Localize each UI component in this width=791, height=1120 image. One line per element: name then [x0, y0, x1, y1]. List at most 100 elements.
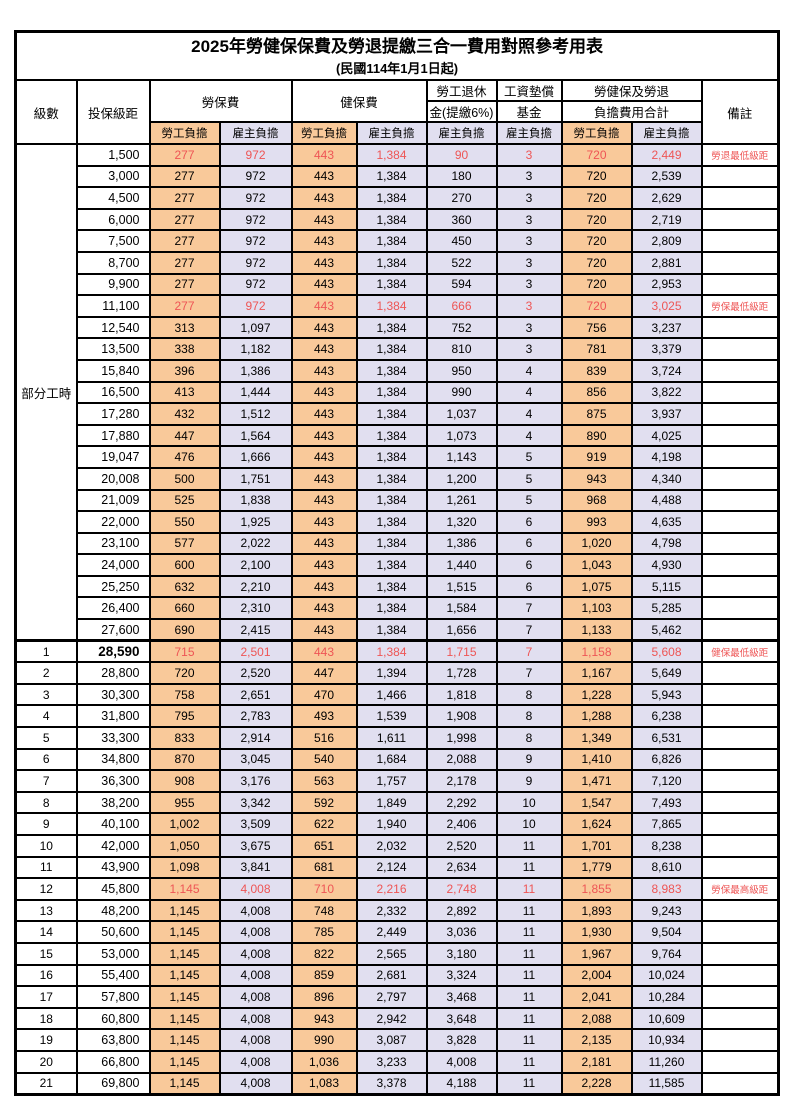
value-cell: 2,539 [630, 164, 703, 189]
remark-cell [700, 531, 780, 556]
value-cell: 1,838 [218, 488, 293, 513]
bracket-cell: 3,000 [75, 164, 151, 189]
value-cell: 8 [495, 726, 563, 750]
value-cell: 11 [495, 877, 563, 901]
value-cell: 8 [495, 704, 563, 729]
table-row: 13 48,200 1,145 4,008 748 2,332 2,892 11 1,893 9,… [14, 898, 780, 923]
value-cell: 720 [560, 143, 633, 167]
value-cell: 1,967 [560, 941, 633, 966]
value-cell: 277 [148, 164, 221, 189]
level-cell: 1 [14, 639, 78, 664]
table-row: 26,400 660 2,310 443 1,384 1,584 7 1,103 5,285 [16, 596, 780, 621]
value-cell: 1,158 [560, 639, 633, 664]
level-cell: 18 [14, 1006, 78, 1031]
value-cell: 443 [290, 618, 358, 642]
value-cell: 720 [560, 294, 633, 318]
table-row: 6,000 277 972 443 1,384 360 3 720 2,719 [16, 207, 780, 232]
value-cell: 1,145 [148, 1071, 221, 1096]
bracket-cell: 17,280 [75, 402, 151, 426]
value-cell: 1,925 [218, 510, 293, 534]
value-cell: 4,008 [218, 1071, 293, 1096]
value-cell: 1,701 [560, 834, 633, 858]
value-cell: 9,243 [630, 898, 703, 923]
subheader-pension-employer: 雇主負擔 [425, 121, 498, 145]
value-cell: 3,378 [355, 1071, 428, 1096]
bracket-cell: 69,800 [75, 1071, 151, 1096]
value-cell: 2,332 [355, 898, 428, 923]
value-cell: 795 [148, 704, 221, 729]
remark-cell [700, 380, 780, 405]
value-cell: 1,145 [148, 963, 221, 988]
table-row: 8,700 277 972 443 1,384 522 3 720 2,881 [16, 250, 780, 275]
col-header-labor-insurance: 勞保費 [148, 79, 293, 123]
level-cell: 15 [14, 941, 78, 966]
remark-cell [700, 510, 780, 534]
level-cell: 19 [14, 1028, 78, 1052]
value-cell: 9 [495, 769, 563, 793]
value-cell: 2,783 [218, 704, 293, 729]
value-cell: 11 [495, 1049, 563, 1074]
value-cell: 5,943 [630, 682, 703, 707]
table-row: 3,000 277 972 443 1,384 180 3 720 2,539 [16, 164, 780, 189]
value-cell: 3,324 [425, 963, 498, 988]
remark-cell [700, 358, 780, 383]
remark-cell [700, 963, 780, 988]
table-row: 15 53,000 1,145 4,008 822 2,565 3,180 11 1,967 9,… [14, 941, 780, 966]
value-cell: 1,384 [355, 358, 428, 383]
value-cell: 1,471 [560, 769, 633, 793]
value-cell: 5 [495, 445, 563, 469]
bracket-cell: 11,100 [75, 294, 151, 318]
col-header-pension-line1: 勞工退休 [425, 79, 498, 102]
value-cell: 972 [218, 164, 293, 189]
value-cell: 443 [290, 358, 358, 383]
value-cell: 890 [560, 423, 633, 448]
value-cell: 8,983 [630, 877, 703, 901]
value-cell: 9,504 [630, 920, 703, 944]
value-cell: 7,120 [630, 769, 703, 793]
value-cell: 313 [148, 315, 221, 340]
value-cell: 1,145 [148, 1028, 221, 1052]
value-cell: 3,937 [630, 402, 703, 426]
value-cell: 1,036 [290, 1049, 358, 1074]
value-cell: 9,764 [630, 941, 703, 966]
value-cell: 1,384 [355, 186, 428, 210]
remark-cell [700, 747, 780, 772]
value-cell: 2,449 [355, 920, 428, 944]
value-cell: 5,462 [630, 618, 703, 642]
value-cell: 443 [290, 250, 358, 275]
value-cell: 594 [425, 272, 498, 297]
bracket-cell: 6,000 [75, 207, 151, 232]
value-cell: 180 [425, 164, 498, 189]
value-cell: 1,083 [290, 1071, 358, 1096]
value-cell: 443 [290, 574, 358, 599]
value-cell: 666 [425, 294, 498, 318]
bracket-cell: 45,800 [75, 877, 151, 901]
bracket-cell: 20,008 [75, 466, 151, 491]
value-cell: 1,145 [148, 941, 221, 966]
value-cell: 720 [560, 229, 633, 253]
value-cell: 11 [495, 898, 563, 923]
bracket-cell: 25,250 [75, 574, 151, 599]
value-cell: 1,103 [560, 596, 633, 621]
value-cell: 1,145 [148, 1006, 221, 1031]
col-header-pension-line2: 金(提繳6%) [425, 100, 498, 123]
value-cell: 1,818 [425, 682, 498, 707]
bracket-cell: 1,500 [75, 143, 151, 167]
value-cell: 5 [495, 466, 563, 491]
value-cell: 3 [495, 229, 563, 253]
remark-cell [700, 272, 780, 297]
value-cell: 4,008 [218, 1028, 293, 1052]
remark-cell [700, 466, 780, 491]
value-cell: 955 [148, 790, 221, 815]
bracket-cell: 4,500 [75, 186, 151, 210]
value-cell: 4,008 [218, 1049, 293, 1074]
col-header-total-line2: 負擔費用合計 [560, 100, 703, 123]
col-header-level: 級數 [14, 79, 78, 145]
value-cell: 90 [425, 143, 498, 167]
value-cell: 277 [148, 186, 221, 210]
value-cell: 681 [290, 855, 358, 880]
table-row: 5 33,300 833 2,914 516 1,611 1,998 8 1,349 6,531 [14, 726, 780, 750]
subheader-labor-employer: 雇主負擔 [218, 121, 293, 145]
spreadsheet-area: 2025年勞健保保費及勞退提繳三合一費用對照參考用表 (民國114年1月1日起)… [14, 30, 781, 1096]
table-row: 16,500 413 1,444 443 1,384 990 4 856 3,822 [16, 380, 780, 405]
